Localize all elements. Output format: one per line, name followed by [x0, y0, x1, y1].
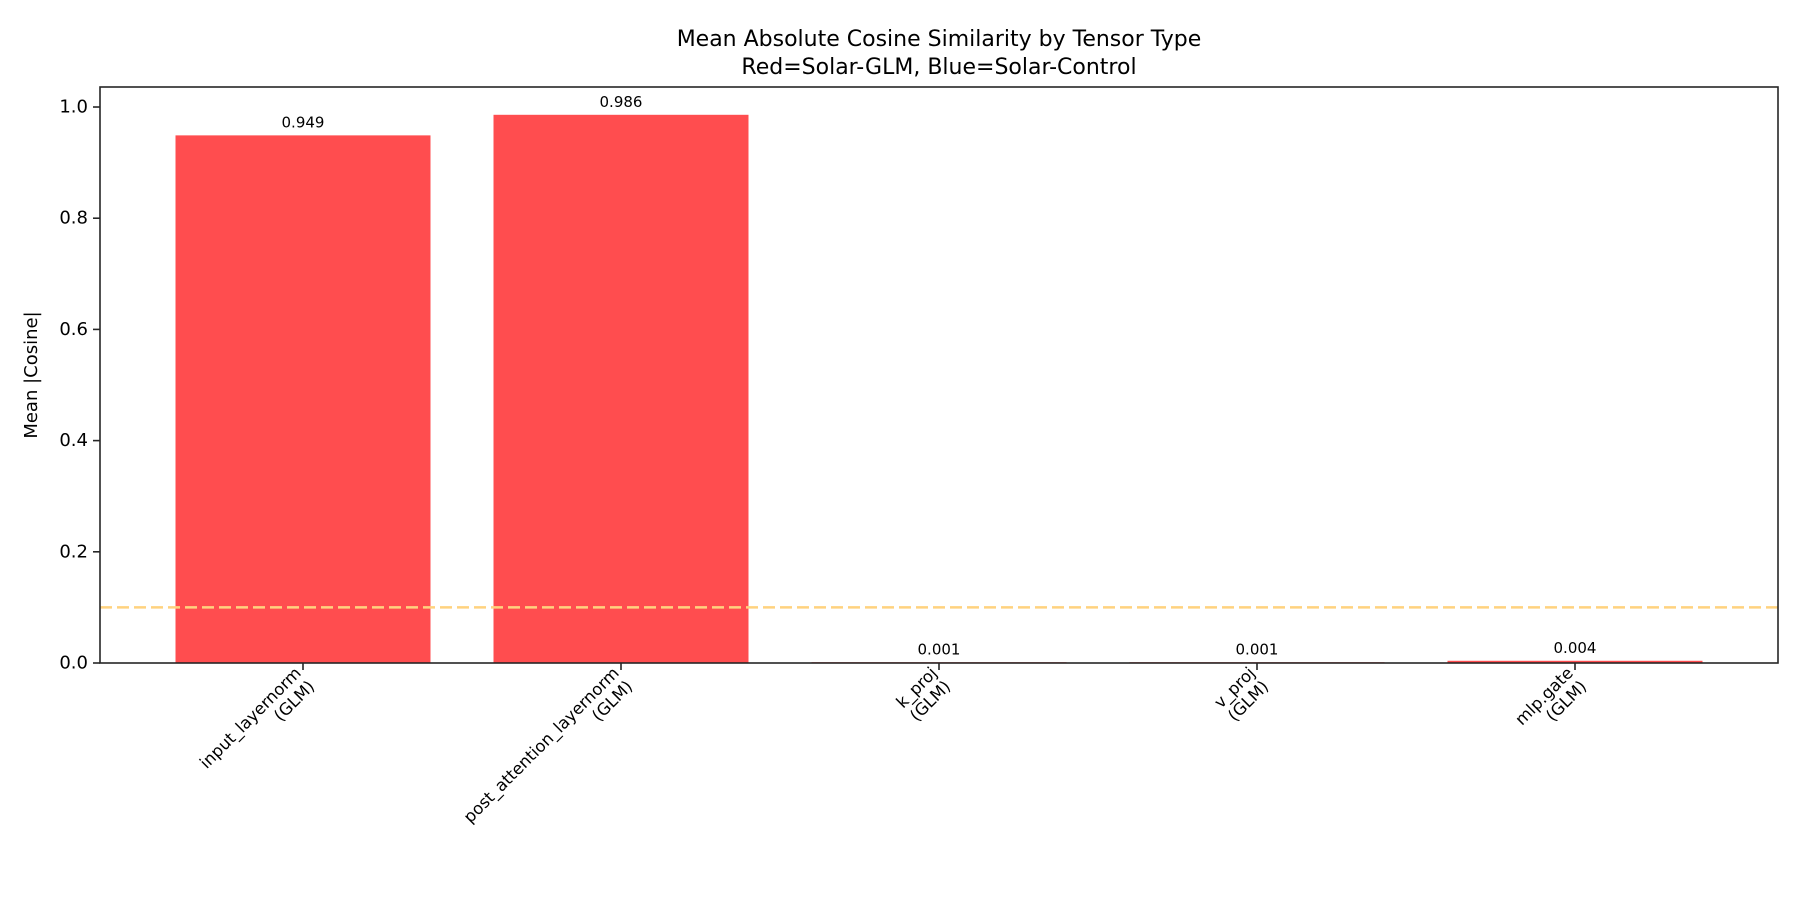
bar-value-label: 0.001 — [1236, 640, 1279, 658]
bar-value-label: 0.004 — [1554, 639, 1597, 657]
x-tick-label: v_proj(GLM) — [1210, 663, 1272, 725]
bars-group — [175, 114, 1703, 664]
y-axis-ticks: 0.0 0.2 0.4 0.6 0.8 1.0 — [59, 97, 100, 674]
y-tick-label: 0.8 — [59, 208, 88, 229]
bar — [1447, 660, 1703, 663]
bar — [493, 114, 749, 664]
bar-value-label: 0.949 — [282, 113, 325, 131]
chart-title: Mean Absolute Cosine Similarity by Tenso… — [677, 27, 1202, 80]
x-tick-label: mlp.gate(GLM) — [1511, 663, 1590, 728]
x-tick-label-name: post_attention_layernorm — [460, 663, 624, 827]
y-tick-label: 1.0 — [59, 97, 88, 118]
x-tick-label: k_proj(GLM) — [893, 663, 955, 725]
y-tick-label: 0.0 — [59, 653, 88, 674]
x-axis-ticks: input_layernorm(GLM) post_attention_layer… — [196, 663, 1590, 827]
y-tick-label: 0.6 — [59, 319, 88, 340]
x-tick-label: post_attention_layernorm(GLM) — [460, 663, 637, 827]
x-tick-label: input_layernorm(GLM) — [196, 663, 318, 773]
y-axis-label: Mean |Cosine| — [21, 311, 42, 438]
bar — [175, 135, 431, 663]
value-labels-group: 0.949 0.986 0.001 0.001 0.004 — [282, 93, 1597, 659]
y-tick-label: 0.4 — [59, 430, 88, 451]
chart-subtitle: Red=Solar-GLM, Blue=Solar-Control — [741, 55, 1136, 80]
chart-title-line1: Mean Absolute Cosine Similarity by Tenso… — [677, 27, 1202, 52]
bar-value-label: 0.986 — [600, 93, 643, 111]
bar-value-label: 0.001 — [918, 640, 961, 658]
y-tick-label: 0.2 — [59, 541, 88, 562]
